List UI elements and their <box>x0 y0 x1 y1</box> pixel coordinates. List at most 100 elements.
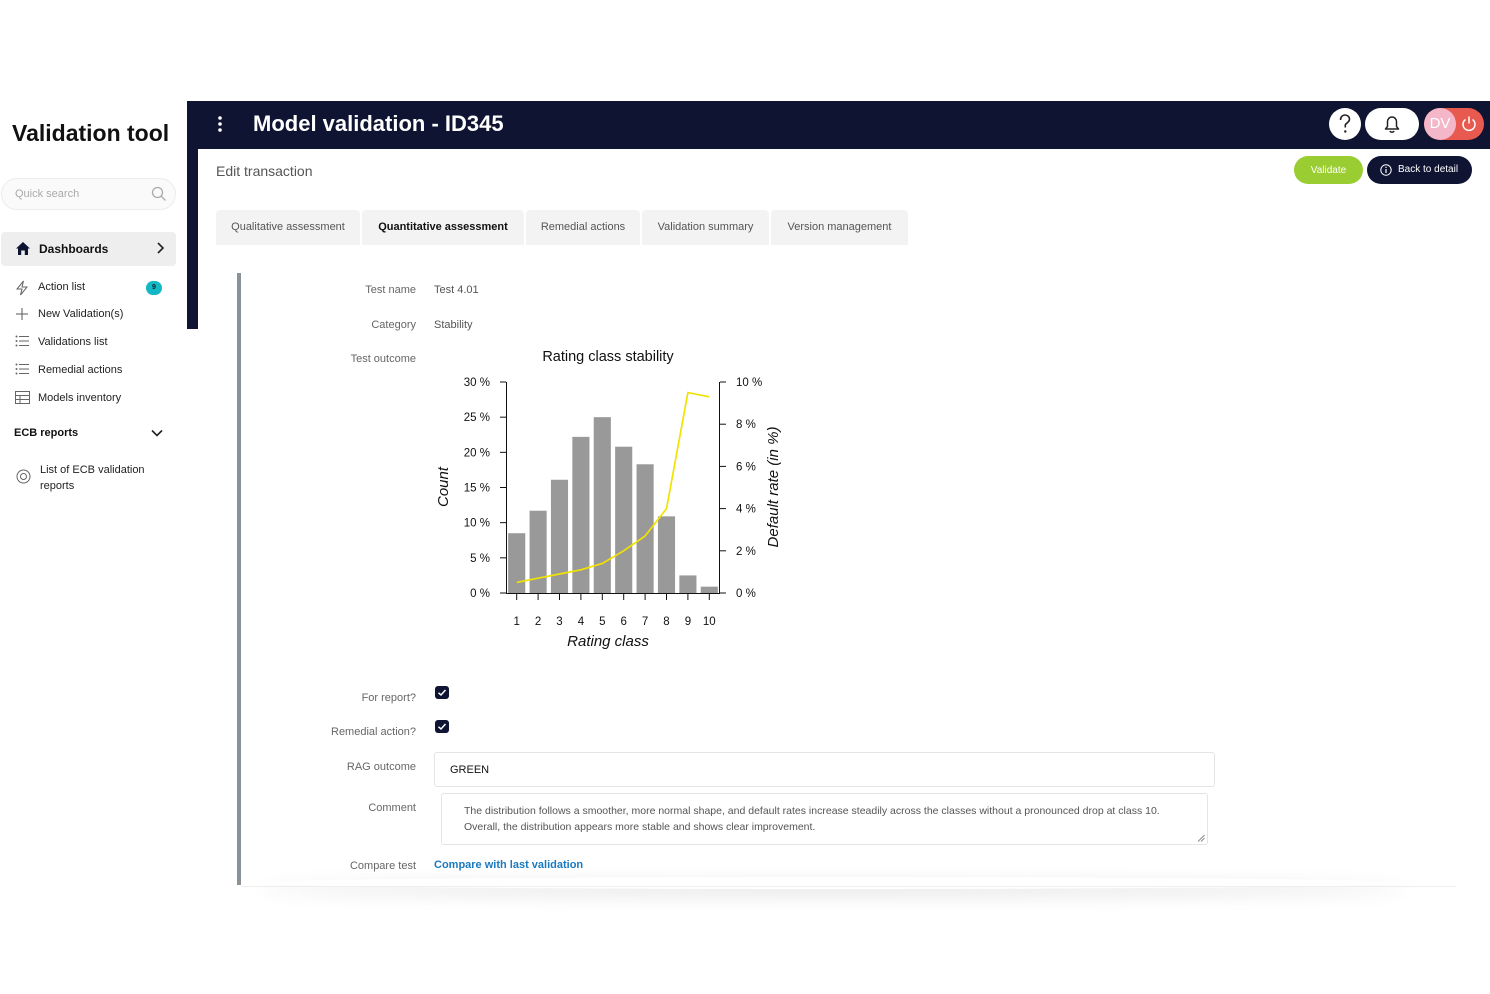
edit-transaction-title: Edit transaction <box>216 163 313 179</box>
target-icon <box>16 469 31 484</box>
nav-remedial-actions[interactable]: Remedial actions <box>0 360 187 382</box>
nav-models-inventory-label: Models inventory <box>38 392 122 404</box>
x-tick-label: 3 <box>556 616 562 628</box>
divider <box>241 886 1456 887</box>
y2-tick-label: 8 % <box>736 419 756 431</box>
user-menu[interactable]: DV <box>1424 108 1484 140</box>
nav-new-validation[interactable]: New Validation(s) <box>0 304 187 326</box>
bar-class-3 <box>550 479 569 593</box>
notifications-button[interactable] <box>1365 108 1419 140</box>
rag-outcome-select[interactable]: GREEN <box>434 752 1215 787</box>
nav-validations-list[interactable]: Validations list <box>0 332 187 354</box>
nav-action-list-label: Action list <box>38 281 86 293</box>
top-bar: Model validation - ID345 DV <box>187 101 1490 149</box>
lightning-icon <box>15 280 29 296</box>
nav-ecb-validation-reports-label: List of ECB validation reports <box>40 464 145 492</box>
test-outcome-label: Test outcome <box>350 353 416 365</box>
home-icon <box>16 242 30 255</box>
chart-axes: 0 % 5 % 10 % 15 % 20 % 25 % 30 % 0 % 2 % 4 % 6 % 8 … <box>464 377 762 628</box>
avatar[interactable]: DV <box>1424 108 1456 140</box>
y2-tick-label: 6 % <box>736 461 756 473</box>
bell-icon <box>1384 116 1400 133</box>
chart-y-axis-title: Count <box>435 466 452 507</box>
panel-shadow <box>258 877 1408 889</box>
tab-version-management[interactable]: Version management <box>771 210 908 245</box>
for-report-label: For report? <box>361 692 416 704</box>
y-tick-label: 0 % <box>470 588 490 600</box>
chevron-right-icon <box>157 242 164 254</box>
list-icon <box>15 363 29 375</box>
nav-models-inventory[interactable]: Models inventory <box>0 388 187 410</box>
x-tick-label: 4 <box>578 616 585 628</box>
x-tick-label: 7 <box>642 616 648 628</box>
x-tick-label: 5 <box>599 616 605 628</box>
bar-class-4 <box>572 436 590 593</box>
check-icon <box>438 689 447 697</box>
tab-qualitative-assessment[interactable]: Qualitative assessment <box>216 210 360 245</box>
section-indicator <box>237 273 241 885</box>
search-input[interactable] <box>2 179 142 209</box>
nav-action-list[interactable]: Action list 9 <box>0 277 187 299</box>
y-tick-label: 15 % <box>464 483 490 495</box>
table-icon <box>15 391 30 404</box>
bar-class-10 <box>700 586 718 593</box>
test-name-value: Test 4.01 <box>434 284 479 296</box>
help-button[interactable] <box>1329 108 1361 140</box>
chart-x-axis-title: Rating class <box>567 633 649 650</box>
page-title: Model validation - ID345 <box>253 111 504 136</box>
bar-class-9 <box>679 575 697 593</box>
nav-ecb-validation-reports[interactable]: List of ECB validation reports <box>0 460 187 500</box>
chevron-down-icon[interactable] <box>151 429 163 437</box>
test-name-label: Test name <box>365 284 416 296</box>
tab-validation-summary[interactable]: Validation summary <box>642 210 769 245</box>
x-tick-label: 2 <box>535 616 541 628</box>
sidebar: Validation tool Dashboards Action list 9… <box>0 100 187 893</box>
x-tick-label: 1 <box>513 616 519 628</box>
main-panel: Edit transaction Validate Back to detail… <box>198 149 1490 893</box>
compare-with-last-validation-link[interactable]: Compare with last validation <box>434 859 584 871</box>
y-tick-label: 5 % <box>470 553 490 565</box>
chart-title: Rating class stability <box>542 349 674 365</box>
chart-bars <box>508 417 718 593</box>
x-tick-label: 10 <box>703 616 716 628</box>
comment-text: The distribution follows a smoother, mor… <box>464 805 1160 833</box>
rag-outcome-label: RAG outcome <box>346 761 416 773</box>
bar-class-8 <box>657 516 676 593</box>
check-icon <box>438 723 447 731</box>
bar-class-1 <box>508 533 526 593</box>
remedial-action-checkbox[interactable] <box>435 720 449 733</box>
rating-class-stability-chart: Rating class stability 0 %5 %10 %15 %20 … <box>435 349 782 650</box>
x-tick-label: 9 <box>685 616 691 628</box>
app-title: Validation tool <box>12 120 170 146</box>
nav-validations-list-label: Validations list <box>38 336 108 348</box>
back-to-detail-button[interactable]: Back to detail <box>1367 156 1472 184</box>
for-report-checkbox[interactable] <box>435 686 449 699</box>
info-icon <box>1380 164 1392 176</box>
rag-outcome-value: GREEN <box>450 764 490 776</box>
y-tick-label: 20 % <box>464 447 490 459</box>
more-vertical-icon[interactable] <box>217 115 223 133</box>
y2-tick-label: 2 % <box>736 546 756 558</box>
power-icon[interactable] <box>1460 115 1478 133</box>
tab-quantitative-assessment[interactable]: Quantitative assessment <box>362 210 524 245</box>
action-count-badge: 9 <box>146 281 162 295</box>
comment-label: Comment <box>368 802 416 814</box>
x-tick-label: 8 <box>663 616 669 628</box>
bar-class-2 <box>529 510 547 593</box>
ecb-reports-section[interactable]: ECB reports <box>14 427 79 439</box>
validate-button[interactable]: Validate <box>1294 156 1363 184</box>
tab-remedial-actions[interactable]: Remedial actions <box>526 210 640 245</box>
nav-dashboards-label: Dashboards <box>39 242 109 256</box>
quick-search[interactable] <box>1 178 176 210</box>
y-tick-label: 25 % <box>464 412 490 424</box>
back-to-detail-label: Back to detail <box>1398 164 1459 175</box>
question-icon <box>1339 114 1351 133</box>
bar-class-6 <box>615 446 633 593</box>
comment-textarea[interactable]: The distribution follows a smoother, mor… <box>441 793 1208 845</box>
search-icon[interactable] <box>151 186 167 202</box>
nav-dashboards[interactable]: Dashboards <box>1 232 176 266</box>
bar-class-5 <box>593 417 611 593</box>
bar-class-7 <box>636 464 654 593</box>
x-tick-label: 6 <box>620 616 626 628</box>
resize-handle-icon[interactable] <box>1197 834 1205 842</box>
